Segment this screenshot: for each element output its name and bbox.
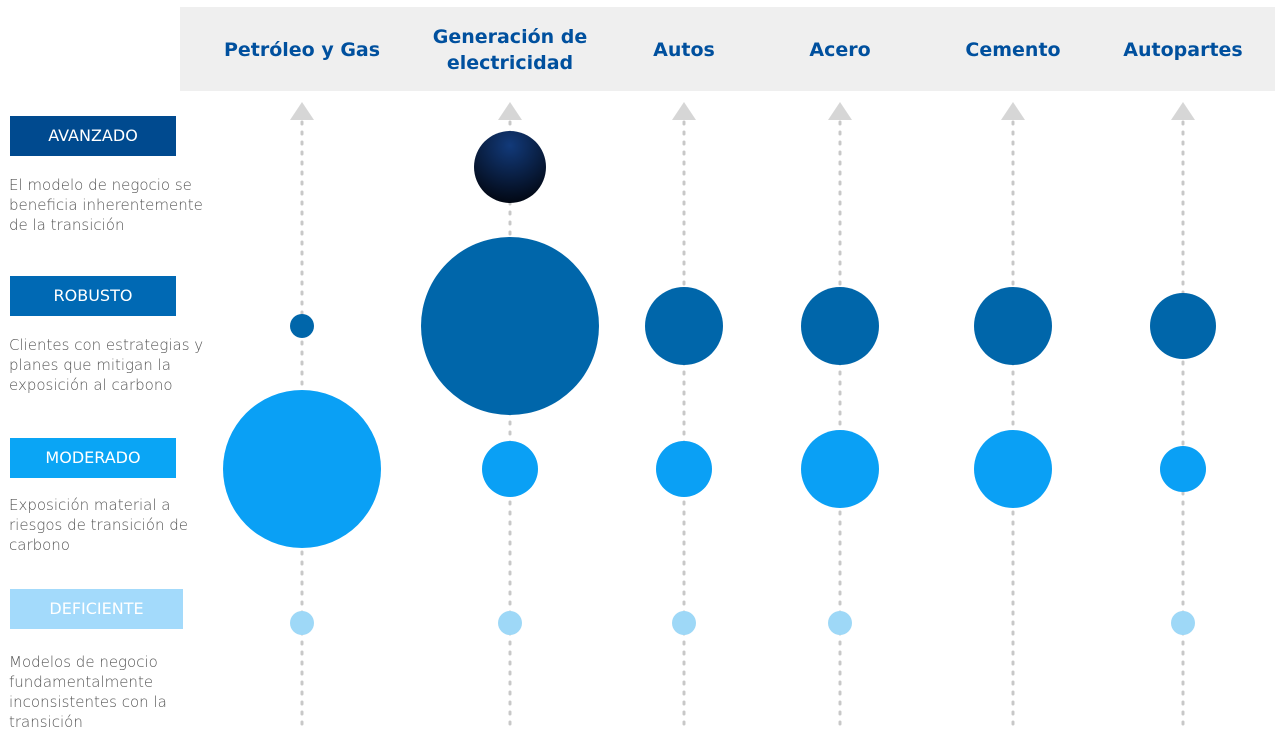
bubble <box>801 287 879 365</box>
column-header: Autos <box>653 39 715 61</box>
axis-arrow <box>1171 102 1195 120</box>
level-label: MODERADO <box>10 438 176 478</box>
column-header: Generación de electricidad <box>432 26 588 74</box>
axis-arrow <box>672 102 696 120</box>
column-header: Petróleo y Gas <box>223 39 381 61</box>
column-header: Acero <box>809 39 871 61</box>
header-band <box>180 7 1275 91</box>
level-description: Clientes con estrategias y planes que mi… <box>9 336 204 394</box>
level-label: ROBUSTO <box>10 276 176 316</box>
level-description: El modelo de negocio se beneficia inhere… <box>9 176 203 234</box>
axis-arrow <box>828 102 852 120</box>
bubble <box>645 287 723 365</box>
level-description: Modelos de negocio fundamentalmente inco… <box>9 653 167 731</box>
bubble <box>290 314 314 338</box>
bubble <box>1160 446 1206 492</box>
bubble <box>474 131 546 203</box>
axis-arrow <box>290 102 314 120</box>
bubble <box>1150 293 1216 359</box>
bubble <box>801 430 879 508</box>
column-header: Autopartes <box>1123 39 1243 61</box>
bubble <box>828 611 852 635</box>
bubble <box>672 611 696 635</box>
bubble <box>974 430 1052 508</box>
axis-arrow <box>1001 102 1025 120</box>
bubble <box>656 441 712 497</box>
level-description: Exposición material a riesgos de transic… <box>9 496 189 554</box>
axis-arrow <box>498 102 522 120</box>
bubble <box>290 611 314 635</box>
column-header: Cemento <box>965 39 1061 61</box>
bubble <box>1171 611 1195 635</box>
bubble <box>482 441 538 497</box>
level-label: AVANZADO <box>10 116 176 156</box>
bubble <box>974 287 1052 365</box>
bubble <box>421 237 599 415</box>
bubble <box>498 611 522 635</box>
bubble <box>223 390 381 548</box>
level-label: DEFICIENTE <box>10 589 183 629</box>
